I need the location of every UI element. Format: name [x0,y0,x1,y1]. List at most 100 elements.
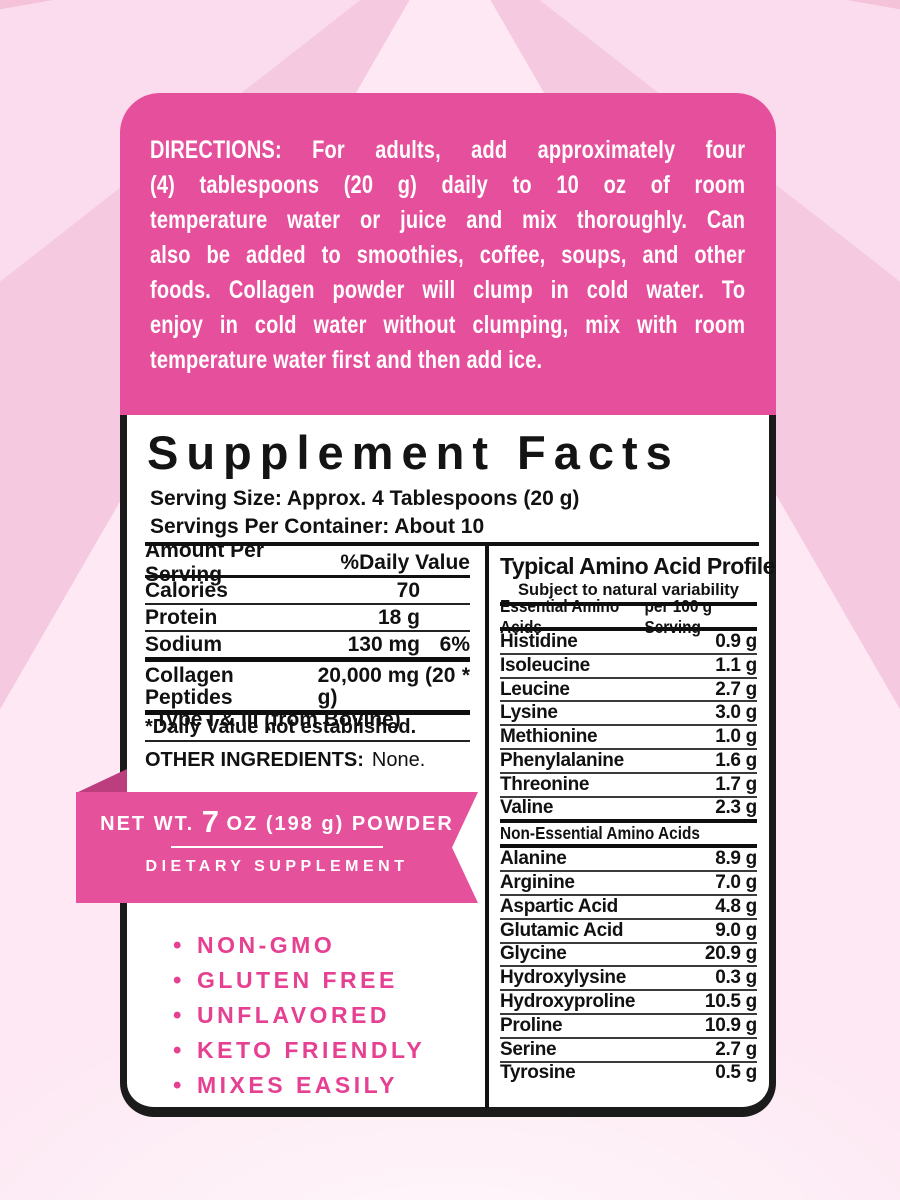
amino-row: Glutamic Acid 9.0 g [500,920,757,944]
bullet-icon: • [173,1071,182,1099]
collagen-asterisk: * [461,664,470,687]
amino-name: Glycine [500,943,567,965]
amino-profile-subtitle: Subject to natural variability [518,581,739,599]
amino-row: Valine 2.3 g [500,797,757,820]
bullet-icon: • [173,1036,182,1064]
collagen-type: Type I & III (from Bovine) [155,708,401,731]
amino-row: Proline 10.9 g [500,1015,757,1039]
net-weight-text: NET WT. 7 OZ (198 g) POWDER [76,809,478,837]
amino-acid-table: Typical Amino Acid Profile Subject to na… [500,551,775,1084]
amino-row: Isoleucine 1.1 g [500,655,757,679]
amino-name: Alanine [500,848,567,870]
feature-label: UNFLAVORED [197,1002,391,1028]
nutrient-amount: 70 [396,578,420,602]
serving-size: Serving Size: Approx. 4 Tablespoons (20 … [150,487,580,510]
amino-name: Isoleucine [500,654,590,676]
amino-name: Threonine [500,773,590,795]
directions-line: (4) tablespoons (20 g) daily to 10 oz of… [150,171,746,199]
nutrient-name: Sodium [145,632,222,656]
collagen-name: Collagen Peptides [145,664,234,709]
amino-row: Lysine 3.0 g [500,702,757,727]
directions-line: temperature water first and then add ice… [150,346,543,374]
amino-name: Proline [500,1014,563,1036]
ribbon-divider [171,846,383,848]
per-100g-serving-label: per 100 g Serving [644,595,713,637]
thick-divider [500,819,757,824]
amino-value: 4.8 g [715,895,757,917]
nutrient-dv: 6% [439,632,470,656]
feature-label: NON-GMO [197,932,336,958]
collagen-row: Collagen Peptides 20,000 mg (20 g) * Typ… [145,662,470,731]
amino-value: 1.1 g [715,654,757,676]
nutrition-row: Calories 70 [145,578,470,605]
directions-text: DIRECTIONS: For adults, add approximatel… [150,133,745,378]
amino-name: Valine [500,797,554,819]
amino-name: Phenylalanine [500,749,624,771]
amino-value: 1.7 g [715,773,757,795]
nutrient-amount: 130 mg [347,632,420,656]
amino-name: Arginine [500,872,575,894]
nutrition-table: Amount Per Serving %Daily Value Calories… [145,539,470,778]
amino-row: Glycine 20.9 g [500,943,757,968]
amino-row: Tyrosine 0.5 g [500,1062,757,1085]
collagen-amount: 20,000 mg (20 g) [317,664,456,709]
directions-line: temperature water or juice and mix thoro… [150,206,746,234]
amino-row: Phenylalanine 1.6 g [500,750,757,774]
serving-info: Serving Size: Approx. 4 Tablespoons (20 … [150,485,579,540]
nutrient-amount: 18 g [377,605,420,629]
directions-box: DIRECTIONS: For adults, add approximatel… [120,93,776,415]
bullet-icon: • [173,966,182,994]
dietary-supplement-label: DIETARY SUPPLEMENT [145,858,409,875]
amino-value: 2.7 g [715,1038,757,1060]
directions-line: also be added to smoothies, coffee, soup… [150,241,746,269]
feature-label: KETO FRIENDLY [197,1037,426,1063]
thick-divider [500,844,757,849]
amino-value: 0.3 g [715,967,757,989]
feature-item: • GLUTEN FREE [173,963,473,998]
amino-name: Tyrosine [500,1062,576,1084]
amino-name: Aspartic Acid [500,895,618,917]
column-divider [485,542,489,1108]
nutrition-header: Amount Per Serving %Daily Value [145,539,470,586]
amino-value: 2.7 g [715,678,757,700]
supplement-facts-panel: Supplement Facts Serving Size: Approx. 4… [120,415,776,1117]
directions-line: foods. Collagen powder will clump in col… [150,276,746,304]
other-ingredients-label: OTHER INGREDIENTS: [145,748,364,771]
net-weight-ribbon: NET WT. 7 OZ (198 g) POWDER DIETARY SUPP… [76,792,478,903]
nutrition-row: Sodium 130 mg 6% [145,632,470,657]
feature-item: • NON-GMO [173,928,473,963]
servings-per-container: Servings Per Container: About 10 [150,514,485,538]
essential-amino-acids-label: Essential Amino Acids [500,595,620,637]
feature-label: MIXES EASILY [197,1072,398,1098]
feature-item: • MIXES EASILY [173,1068,473,1103]
supplement-facts-title: Supplement Facts [147,426,680,479]
amino-row: Hydroxyproline 10.5 g [500,991,757,1015]
top-rule [145,542,759,546]
essential-header: Essential Amino Acids per 100 g Serving [500,596,757,637]
amino-row: Methionine 1.0 g [500,726,757,750]
nutrition-row: Protein 18 g [145,605,470,632]
amino-name: Hydroxylysine [500,967,626,989]
amino-value: 1.6 g [715,749,757,771]
directions-line: DIRECTIONS: For adults, add approximatel… [150,136,746,164]
amino-value: 9.0 g [715,919,757,941]
amino-row: Histidine 0.9 g [500,631,757,655]
amino-row: Threonine 1.7 g [500,774,757,798]
amino-name: Histidine [500,630,578,652]
thick-divider [500,627,757,631]
amino-row: Aspartic Acid 4.8 g [500,896,757,920]
net-weight-amount: 7 [201,804,219,839]
amino-row: Alanine 8.9 g [500,848,757,873]
feature-item: • KETO FRIENDLY [173,1033,473,1068]
amino-value: 1.0 g [715,726,757,748]
amino-profile-title: Typical Amino Acid Profile [500,553,775,579]
non-essential-rows: Alanine 8.9 g Arginine 7.0 g Aspartic Acid 4.… [500,848,757,1084]
amino-name: Lysine [500,702,558,724]
amount-per-serving-label: Amount Per Serving [145,539,265,586]
daily-value-footnote: *Daily Value not established. [145,715,470,742]
amino-value: 8.9 g [715,848,757,870]
amino-value: 7.0 g [715,872,757,894]
feature-item: • UNFLAVORED [173,998,473,1033]
directions-line: enjoy in cold water without clumping, mi… [150,311,746,339]
